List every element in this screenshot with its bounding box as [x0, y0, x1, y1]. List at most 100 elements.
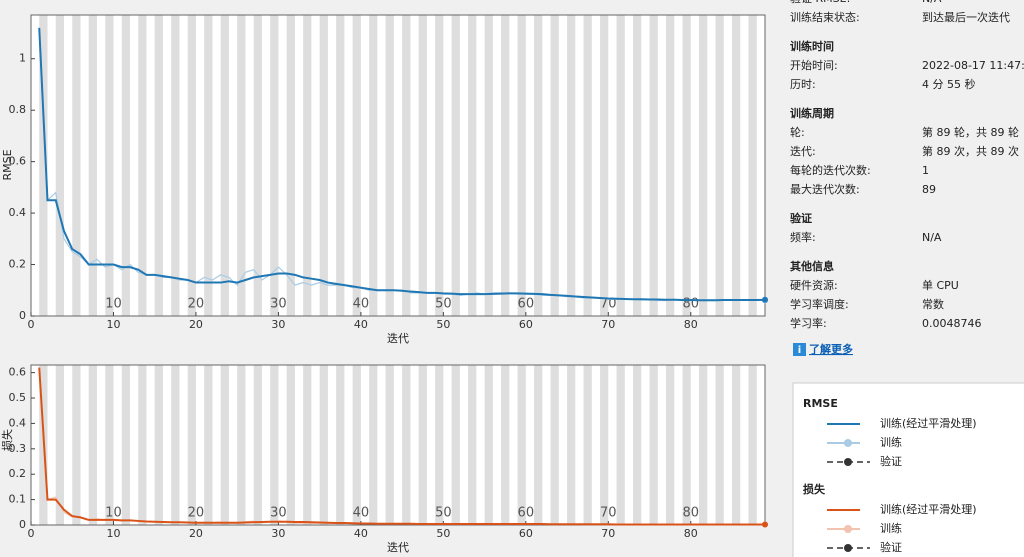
epoch-stripe — [732, 15, 741, 316]
epoch-label: 10 — [105, 297, 122, 312]
x-tick-label: 20 — [189, 318, 203, 331]
epoch-label: 70 — [600, 506, 617, 521]
y-tick-label: 0.2 — [9, 258, 27, 271]
epoch-stripe — [682, 365, 691, 525]
info-label: 学习率调度: — [790, 297, 849, 311]
section-title: 训练时间 — [790, 39, 834, 53]
epoch-stripe — [385, 15, 394, 316]
epoch-stripe — [154, 365, 163, 525]
learn-more-link[interactable]: 了解更多 — [809, 342, 853, 356]
epoch-stripe — [468, 15, 477, 316]
epoch-label: 10 — [105, 506, 122, 521]
x-tick-label: 30 — [271, 527, 285, 540]
info-value: 89 — [922, 183, 936, 196]
section-title: 训练周期 — [790, 106, 834, 120]
epoch-stripe — [204, 15, 213, 316]
epoch-stripe — [501, 365, 510, 525]
epoch-stripe — [253, 365, 262, 525]
x-tick-label: 40 — [354, 318, 368, 331]
info-icon[interactable] — [793, 343, 806, 356]
epoch-stripe — [715, 15, 724, 316]
epoch-stripe — [138, 15, 147, 316]
epoch-stripe — [715, 365, 724, 525]
epoch-label: 80 — [683, 506, 700, 521]
x-tick-label: 40 — [354, 527, 368, 540]
info-label: 验证 RMSE: — [790, 0, 850, 5]
epoch-stripe — [699, 15, 708, 316]
epoch-stripe — [72, 15, 81, 316]
epoch-stripe — [319, 15, 328, 316]
epoch-stripe — [748, 15, 757, 316]
info-value: 第 89 轮，共 89 轮 — [922, 125, 1019, 139]
legend-label: 验证 — [880, 454, 902, 468]
epoch-stripe — [435, 15, 444, 316]
legend-label: 训练 — [880, 521, 902, 535]
last-point — [762, 521, 768, 528]
y-axis-label: RMSE — [1, 149, 14, 180]
epoch-stripe — [187, 15, 196, 316]
last-point — [762, 296, 768, 303]
epoch-stripe — [550, 365, 559, 525]
info-icon-glyph: i — [798, 345, 801, 356]
info-label: 历时: — [790, 78, 816, 91]
epoch-stripe — [270, 15, 279, 316]
legend-label: 训练 — [880, 435, 902, 449]
epoch-stripe — [534, 15, 543, 316]
epoch-stripe — [121, 15, 130, 316]
epoch-stripe — [732, 365, 741, 525]
epoch-stripe — [121, 365, 130, 525]
epoch-label: 50 — [435, 506, 452, 521]
legend-label: 训练(经过平滑处理) — [880, 416, 977, 430]
epoch-stripe — [649, 365, 658, 525]
x-axis-label: 迭代 — [387, 332, 409, 345]
x-tick-label: 70 — [601, 527, 615, 540]
epoch-label: 20 — [188, 506, 205, 521]
epoch-stripe — [171, 365, 180, 525]
info-label: 频率: — [790, 230, 816, 244]
epoch-stripe — [402, 365, 411, 525]
info-label: 学习率: — [790, 316, 827, 330]
legend-title: 损失 — [803, 482, 826, 496]
info-label: 硬件资源: — [790, 278, 838, 292]
info-value: 2022-08-17 11:47:13 — [922, 59, 1024, 72]
epoch-label: 40 — [353, 297, 370, 312]
info-value: 0.0048746 — [922, 317, 982, 330]
info-label: 开始时间: — [790, 58, 838, 72]
legend-marker — [844, 525, 852, 533]
epoch-stripe — [451, 15, 460, 316]
epoch-stripe — [682, 15, 691, 316]
y-tick-label: 0.6 — [9, 366, 27, 379]
info-label: 轮: — [790, 125, 805, 139]
epoch-stripe — [666, 15, 675, 316]
info-value: 4 分 55 秒 — [922, 77, 976, 91]
y-axis-label: 损失 — [0, 429, 14, 451]
epoch-stripe — [616, 365, 625, 525]
epoch-stripe — [88, 15, 97, 316]
epoch-stripe — [336, 15, 345, 316]
epoch-stripe — [204, 365, 213, 525]
info-value: 单 CPU — [922, 279, 959, 292]
x-tick-label: 10 — [106, 318, 120, 331]
epoch-stripe — [600, 365, 609, 525]
legend-marker — [844, 458, 852, 466]
epoch-label: 30 — [270, 506, 287, 521]
y-tick-label: 0.4 — [9, 416, 27, 429]
plot-area — [31, 15, 765, 316]
epoch-label: 80 — [683, 297, 700, 312]
plot-frame — [30, 14, 766, 317]
epoch-stripe — [600, 15, 609, 316]
epoch-stripe — [402, 15, 411, 316]
epoch-stripe — [336, 365, 345, 525]
legend-marker — [844, 439, 852, 447]
section-title: 其他信息 — [790, 259, 834, 273]
y-tick-label: 0.6 — [9, 155, 27, 168]
info-label: 迭代: — [790, 145, 816, 158]
epoch-stripe — [567, 365, 576, 525]
info-value: 第 89 次，共 89 次 — [922, 144, 1019, 158]
info-label: 每轮的迭代次数: — [790, 163, 871, 177]
epoch-stripe — [105, 365, 114, 525]
x-tick-label: 80 — [684, 318, 698, 331]
plot-frame — [30, 364, 766, 526]
x-tick-label: 60 — [519, 318, 533, 331]
series-line — [38, 27, 766, 302]
